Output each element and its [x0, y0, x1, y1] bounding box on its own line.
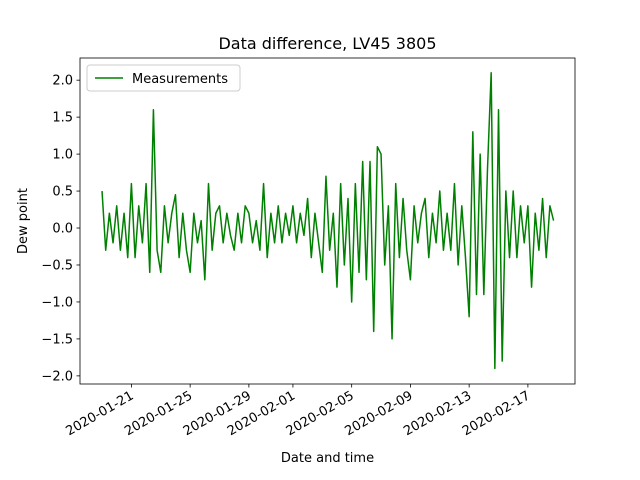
y-tick-label: −1.0	[41, 295, 73, 310]
y-tick-label: 1.5	[52, 111, 73, 126]
legend-box	[86, 64, 241, 92]
y-tick-label: 0.0	[52, 222, 73, 237]
y-tick-label: −1.5	[41, 332, 73, 347]
plot-frame	[79, 57, 576, 385]
y-tick-label: 1.0	[52, 148, 73, 163]
y-axis-label: Dew point	[16, 188, 31, 254]
chart-title: Data difference, LV45 3805	[218, 34, 436, 53]
data-line	[101, 72, 555, 370]
y-tick-label: 2.0	[52, 74, 73, 89]
y-tick-label: 0.5	[52, 185, 73, 200]
legend-label: Measurements	[132, 72, 228, 87]
x-axis-label: Date and time	[281, 451, 374, 466]
y-tick-label: −2.0	[41, 369, 73, 384]
y-tick-label: −0.5	[41, 258, 73, 273]
